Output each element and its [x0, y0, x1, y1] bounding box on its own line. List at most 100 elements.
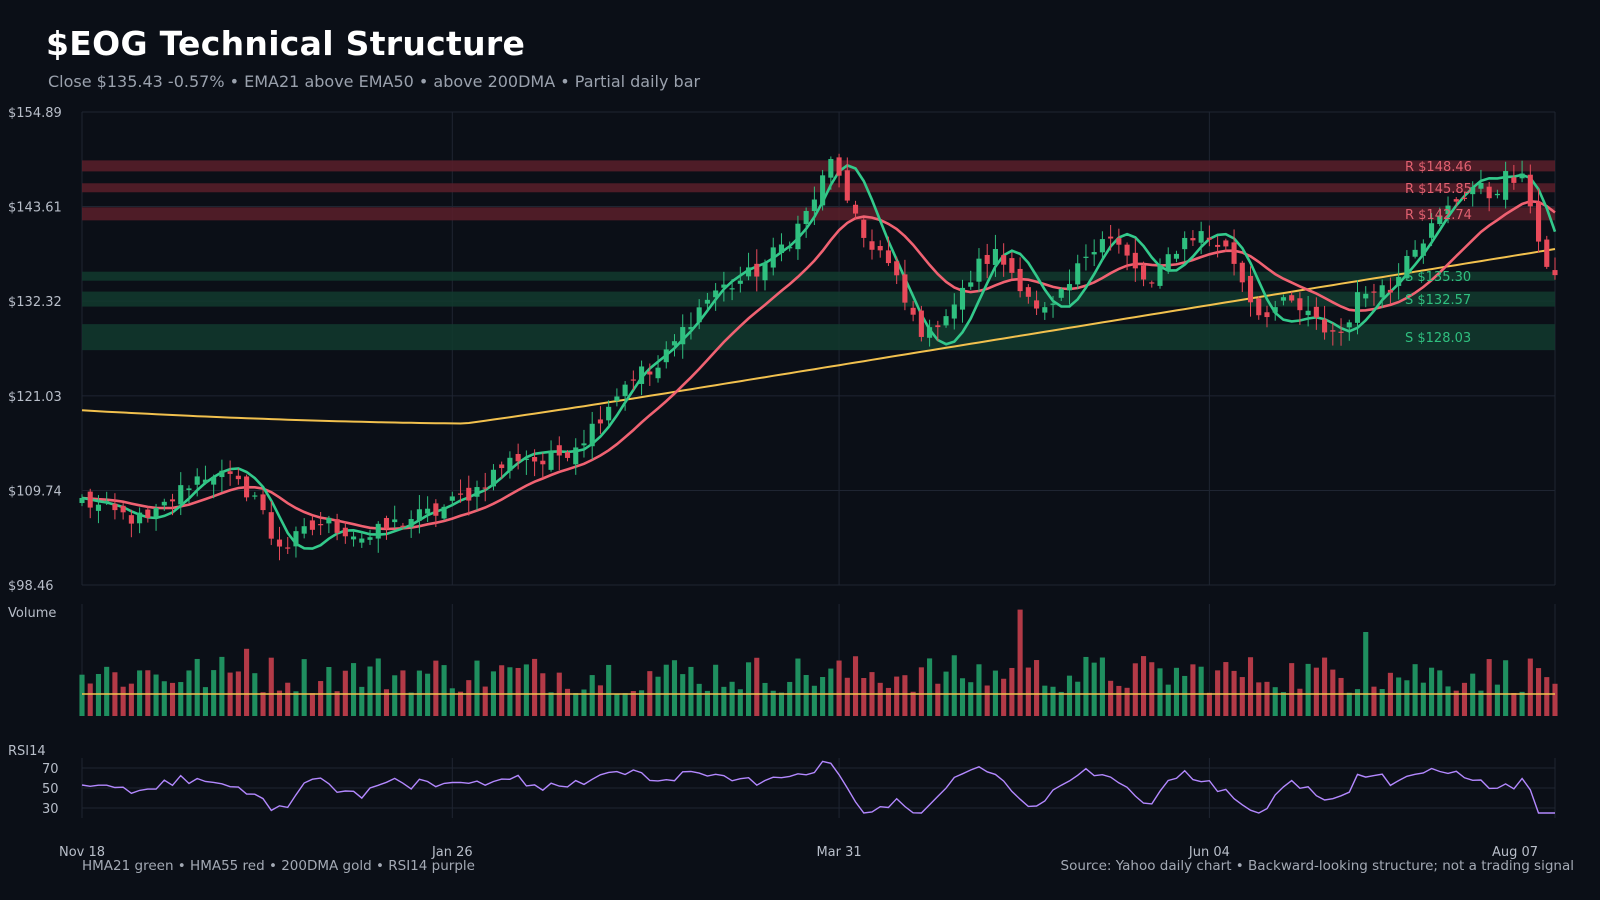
candle-body: [1519, 173, 1525, 179]
candle-body: [671, 341, 678, 346]
x-tick-label: Mar 31: [816, 845, 861, 860]
candle-body: [1486, 186, 1492, 199]
candle-body: [293, 531, 299, 547]
dma200-line: [81, 248, 1556, 425]
volume-bar: [1552, 683, 1558, 716]
hma21-line: [81, 163, 1557, 550]
volume-bar: [161, 681, 167, 716]
candle-body: [622, 384, 628, 397]
volume-bar: [696, 683, 702, 716]
volume-bar: [1182, 675, 1188, 716]
candle-body: [639, 366, 645, 384]
candle-body: [935, 325, 941, 328]
volume-bar: [910, 691, 916, 716]
indicator-legend: HMA21 green • HMA55 red • 200DMA gold • …: [82, 858, 475, 874]
volume-bar: [606, 664, 612, 716]
candle-body: [1116, 238, 1122, 245]
candle-body: [499, 464, 505, 469]
candle-body: [729, 288, 735, 290]
volume-bar: [1527, 658, 1533, 716]
rsi-tick-label: 50: [42, 782, 59, 797]
volume-bar: [836, 660, 842, 716]
candle-body: [1239, 262, 1245, 283]
candle-body: [902, 274, 908, 303]
candle-body: [820, 175, 826, 206]
volume-bar: [153, 674, 159, 716]
candle-body: [1165, 254, 1171, 272]
volume-bar: [1099, 657, 1105, 716]
candle-body: [334, 519, 340, 533]
x-tick-label: Jun 04: [1188, 845, 1230, 860]
volume-bar: [1272, 687, 1278, 716]
volume-bar: [1050, 686, 1056, 716]
y-tick-label: $121.03: [8, 390, 62, 405]
candle-body: [1206, 237, 1212, 240]
candle-body: [803, 210, 809, 224]
volume-bar: [754, 657, 760, 716]
volume-bar: [1396, 677, 1402, 716]
volume-bar: [885, 687, 891, 716]
volume-bar: [1470, 673, 1476, 716]
candle-body: [202, 479, 208, 483]
candle-body: [1461, 197, 1468, 199]
candle-body: [1132, 252, 1138, 269]
candle-body: [1083, 256, 1089, 258]
candle-body: [457, 493, 464, 495]
candle-body: [145, 509, 151, 518]
candle-body: [1453, 199, 1459, 202]
volume-bar: [573, 693, 579, 716]
candle-body: [367, 537, 373, 540]
candle-body: [1058, 289, 1064, 298]
volume-bar: [1535, 668, 1542, 716]
volume-bar: [778, 692, 785, 716]
candle-body: [581, 443, 587, 446]
volume-bar: [367, 666, 373, 716]
candle-body: [392, 519, 398, 523]
support-label: S $128.03: [1405, 331, 1471, 346]
rsi-tick-label: 70: [42, 762, 59, 777]
volume-bar: [392, 675, 398, 716]
volume-bar: [293, 691, 299, 716]
candle-body: [1198, 231, 1204, 243]
candle-body: [1017, 268, 1023, 292]
volume-bar: [1075, 681, 1081, 716]
candle-body: [104, 501, 110, 503]
volume-bar: [746, 662, 752, 716]
volume-bar: [1256, 682, 1262, 716]
support-label: S $135.30: [1405, 270, 1471, 285]
candle-body: [1034, 300, 1040, 309]
volume-bar: [1157, 668, 1163, 716]
candle-body: [754, 263, 760, 277]
volume-bar: [326, 666, 332, 716]
volume-bar: [1001, 678, 1007, 716]
candle-body: [326, 517, 332, 524]
candle-body: [951, 304, 957, 319]
candle-body: [918, 310, 924, 337]
x-tick-label: Jan 26: [431, 845, 473, 860]
volume-bar: [260, 692, 266, 716]
volume-bar: [1108, 680, 1114, 716]
volume-bar: [309, 693, 315, 716]
volume-bar: [671, 660, 678, 716]
candle-body: [943, 316, 949, 326]
volume-bar: [1519, 691, 1525, 716]
candle-body: [523, 458, 529, 460]
candle-body: [532, 457, 538, 462]
candle-body: [194, 476, 200, 485]
candle-body: [285, 547, 291, 549]
candle-body: [1025, 287, 1031, 297]
candle-body: [1404, 255, 1410, 279]
volume-bar: [1264, 681, 1270, 716]
volume-bar: [474, 660, 480, 716]
volume-bar: [1429, 667, 1435, 716]
rsi-tick-label: 30: [42, 802, 59, 817]
candle-body: [1387, 289, 1393, 293]
candle-body: [630, 379, 636, 381]
candle-body: [1108, 236, 1114, 239]
candle-body: [548, 450, 554, 470]
volume-bar: [1494, 684, 1500, 716]
candle-body: [301, 526, 307, 534]
volume-bar: [375, 658, 381, 716]
support-label: S $132.57: [1405, 293, 1471, 308]
volume-bar: [852, 656, 859, 716]
